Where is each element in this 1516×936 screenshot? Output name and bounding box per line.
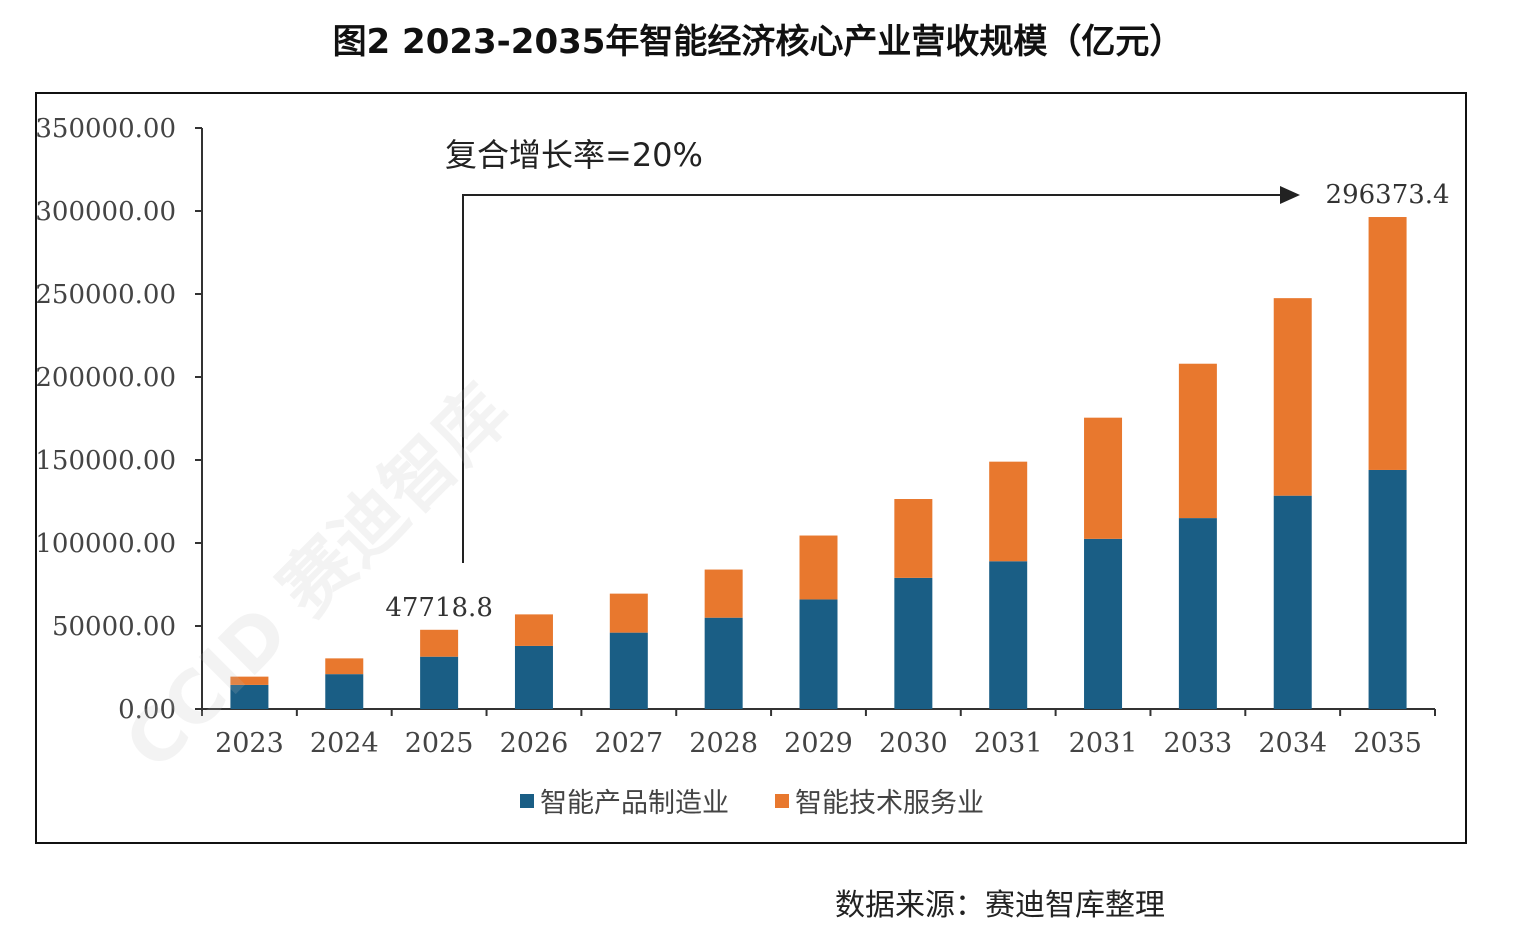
x-tick-label: 2026	[500, 728, 569, 759]
bar-manufacturing	[325, 674, 364, 709]
x-tick-label: 2031	[1069, 728, 1138, 759]
growth-arrow-head	[1280, 186, 1300, 204]
page-title: 图2 2023-2035年智能经济核心产业营收规模（亿元）	[332, 22, 1184, 62]
bar-manufacturing	[704, 617, 743, 709]
growth-rate-label: 复合增长率=20%	[445, 136, 703, 174]
x-tick-label: 2031	[974, 728, 1043, 759]
x-tick-label: 2024	[310, 728, 379, 759]
bar-services	[799, 535, 838, 600]
bar-services	[1368, 217, 1407, 470]
total-data-label: 47718.8	[385, 593, 493, 623]
bar-services	[420, 629, 459, 657]
bar-manufacturing	[894, 577, 933, 709]
bar-services	[325, 658, 364, 675]
growth-annotation: 复合增长率=20%	[445, 136, 1300, 563]
legend-swatch	[520, 794, 534, 808]
bar-manufacturing	[1368, 469, 1407, 709]
y-tick-label: 350000.00	[35, 114, 176, 144]
y-tick-label: 200000.00	[35, 363, 176, 393]
bar-manufacturing	[799, 599, 838, 709]
bar-services	[230, 676, 269, 685]
axes: 0.00 50000.00 100000.00 150000.00 200000.00 2…	[35, 114, 1436, 725]
x-tick-label: 2035	[1353, 728, 1422, 759]
x-tick-label: 2029	[784, 728, 853, 759]
x-tick-label: 2027	[594, 728, 663, 759]
labels: 2023 2024 2025 2026 2027 2028 2029 2030 2031 2031…	[215, 180, 1450, 759]
bar-manufacturing	[1084, 538, 1123, 709]
y-tick-label: 150000.00	[35, 446, 176, 476]
bar-manufacturing	[420, 656, 459, 709]
bar-services	[514, 614, 553, 646]
source-note: 数据来源：赛迪智库整理	[835, 888, 1165, 923]
bar-manufacturing	[609, 632, 648, 709]
bar-manufacturing	[989, 561, 1028, 709]
x-tick-label: 2023	[215, 728, 284, 759]
legend-label: 智能产品制造业	[540, 788, 729, 819]
x-tick-label: 2030	[879, 728, 948, 759]
bars	[230, 217, 1407, 709]
y-tick-label: 100000.00	[35, 529, 176, 559]
legend: 智能产品制造业 智能技术服务业	[520, 788, 984, 819]
legend-swatch	[775, 794, 789, 808]
bar-services	[609, 593, 648, 633]
bar-manufacturing	[230, 684, 269, 709]
x-tick-label: 2025	[405, 728, 474, 759]
bar-services	[704, 569, 743, 618]
bar-services	[1084, 417, 1123, 539]
bar-services	[1273, 298, 1312, 496]
x-tick-label: 2028	[689, 728, 758, 759]
chart-frame	[35, 92, 1467, 844]
bar-manufacturing	[1178, 518, 1217, 709]
y-tick-label: 50000.00	[52, 612, 176, 642]
total-data-label: 296373.4	[1326, 180, 1450, 210]
bar-manufacturing	[1273, 495, 1312, 709]
growth-arrow-line	[462, 194, 1282, 563]
y-tick-label: 300000.00	[35, 197, 176, 227]
x-tick-label: 2033	[1164, 728, 1233, 759]
bar-services	[1178, 363, 1217, 519]
bar-manufacturing	[514, 645, 553, 709]
x-tick-label: 2034	[1258, 728, 1327, 759]
bar-services	[894, 499, 933, 578]
y-tick-label: 250000.00	[35, 280, 176, 310]
bar-services	[989, 461, 1028, 562]
legend-label: 智能技术服务业	[795, 788, 984, 819]
y-tick-label: 0.00	[118, 695, 176, 725]
